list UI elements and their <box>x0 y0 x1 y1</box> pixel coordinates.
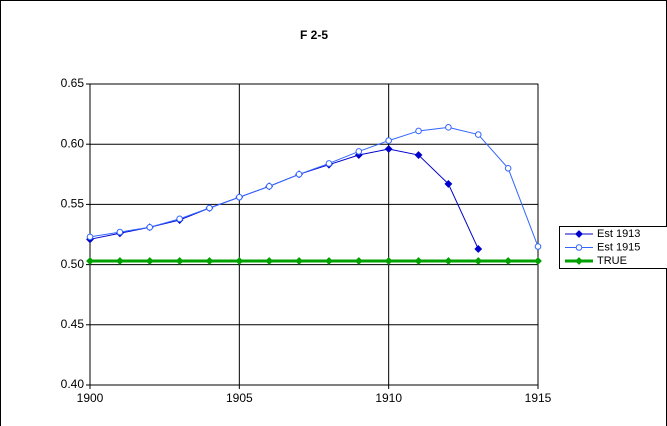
x-tick-label: 1915 <box>525 391 552 405</box>
data-point <box>146 223 154 231</box>
data-point <box>115 257 124 265</box>
data-point <box>325 257 333 265</box>
y-tick-label: 0.55 <box>61 197 85 211</box>
legend-label: Est 1913 <box>597 228 640 240</box>
legend-marker <box>575 244 583 251</box>
data-point <box>385 137 392 144</box>
plot-area <box>89 83 539 386</box>
data-point <box>384 145 393 153</box>
data-point <box>414 257 423 265</box>
y-tick-label: 0.45 <box>61 317 85 331</box>
legend-label: Est 1915 <box>597 241 640 253</box>
data-point <box>474 245 483 253</box>
data-point <box>176 215 183 223</box>
data-point <box>445 124 452 131</box>
data-point <box>116 228 124 236</box>
data-point <box>414 151 423 159</box>
legend-marker <box>575 257 583 265</box>
x-tick-label: 1905 <box>226 391 253 405</box>
data-point <box>354 257 363 265</box>
data-point <box>86 257 94 265</box>
data-point <box>295 171 303 178</box>
data-point <box>236 193 243 201</box>
data-point <box>415 127 422 135</box>
data-point <box>504 257 513 265</box>
y-tick-label: 0.65 <box>61 76 85 90</box>
data-point <box>504 164 512 172</box>
data-point <box>474 257 483 265</box>
y-tick-label: 0.60 <box>61 136 85 150</box>
y-tick-label: 0.50 <box>61 257 85 271</box>
chart-title: F 2-5 <box>300 28 328 42</box>
legend-marker <box>575 230 583 238</box>
data-point <box>86 233 94 241</box>
legend-label: TRUE <box>597 255 627 267</box>
x-tick-label: 1910 <box>375 391 402 405</box>
data-point <box>355 148 363 155</box>
data-point <box>265 183 273 190</box>
data-point <box>205 257 214 265</box>
data-point <box>444 180 453 188</box>
data-point <box>534 243 542 250</box>
data-point <box>175 257 184 265</box>
data-point <box>384 257 393 265</box>
series-line <box>89 126 539 247</box>
x-tick-label: 1900 <box>77 391 104 405</box>
data-point <box>265 257 274 265</box>
data-point <box>325 160 333 167</box>
data-point <box>534 257 542 265</box>
y-tick-label: 0.40 <box>61 377 85 391</box>
data-point <box>145 257 154 265</box>
data-point <box>235 257 244 265</box>
data-point <box>206 204 213 212</box>
data-point <box>474 131 482 138</box>
data-point <box>295 257 303 265</box>
data-point <box>444 257 453 265</box>
